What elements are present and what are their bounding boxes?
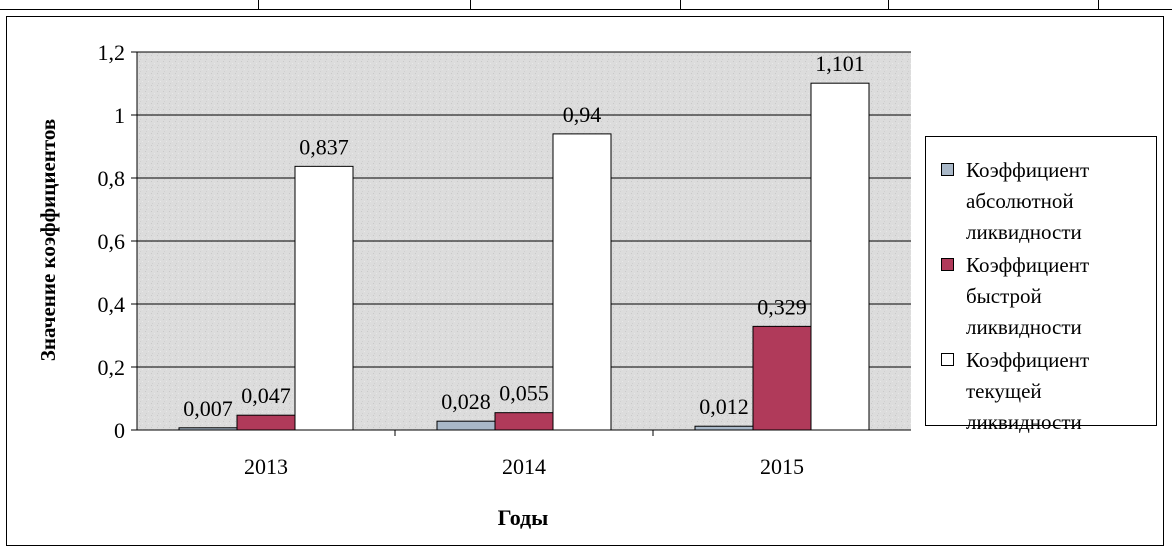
bar bbox=[694, 425, 754, 431]
table-divider bbox=[1098, 0, 1099, 10]
y-axis-title: Значение коэффициентов bbox=[36, 119, 60, 361]
data-label: 0,047 bbox=[241, 383, 291, 408]
data-label: 0,837 bbox=[299, 134, 349, 159]
bar bbox=[752, 325, 812, 431]
bar bbox=[236, 414, 296, 431]
y-tick-label: 0,2 bbox=[98, 355, 126, 380]
data-label: 0,028 bbox=[441, 389, 491, 414]
legend-swatch bbox=[941, 258, 954, 271]
legend-label: Коэффициент абсолютной ликвидности bbox=[966, 158, 1090, 244]
bar bbox=[552, 133, 612, 431]
axes: 0 0,2 0,4 0,6 0,8 1 1,2 2013 2014 2015 bbox=[98, 40, 911, 479]
bars bbox=[178, 82, 870, 431]
legend-swatch bbox=[941, 163, 954, 176]
bar bbox=[810, 82, 870, 431]
table-divider bbox=[470, 0, 471, 10]
table-border-top bbox=[0, 0, 1172, 10]
data-label: 0,007 bbox=[183, 396, 233, 421]
table-divider bbox=[258, 0, 259, 10]
bar bbox=[494, 412, 554, 431]
x-tick-label: 2013 bbox=[244, 454, 288, 479]
x-tick-label: 2014 bbox=[502, 454, 546, 479]
data-label: 1,101 bbox=[815, 51, 865, 76]
y-tick-label: 0,6 bbox=[98, 229, 126, 254]
legend-label: Коэффициент текущей ликвидности bbox=[966, 348, 1090, 434]
table-divider bbox=[888, 0, 889, 10]
data-label: 0,012 bbox=[699, 394, 749, 419]
data-label: 0,94 bbox=[563, 102, 602, 127]
y-tick-label: 0,4 bbox=[98, 292, 126, 317]
data-labels: 0,007 0,047 0,837 0,028 0,055 0,94 0,012 0,329 1… bbox=[183, 51, 865, 421]
legend-item: Коэффициент абсолютной ликвидности bbox=[941, 155, 1156, 248]
bar bbox=[178, 427, 238, 431]
table-divider bbox=[680, 0, 681, 10]
bar bbox=[294, 165, 354, 431]
legend-swatch bbox=[941, 353, 954, 366]
legend: Коэффициент абсолютной ликвидности Коэфф… bbox=[925, 136, 1157, 434]
y-tick-label: 0 bbox=[114, 418, 125, 443]
bar bbox=[436, 420, 496, 431]
legend-item: Коэффициент быстрой ликвидности bbox=[941, 250, 1156, 343]
data-label: 0,329 bbox=[757, 294, 807, 319]
y-tick-label: 0,8 bbox=[98, 166, 126, 191]
legend-label: Коэффициент быстрой ликвидности bbox=[966, 253, 1090, 339]
legend-item: Коэффициент текущей ликвидности bbox=[941, 345, 1156, 438]
y-tick-label: 1 bbox=[114, 103, 125, 128]
data-label: 0,055 bbox=[499, 381, 549, 406]
y-tick-label: 1,2 bbox=[98, 40, 126, 65]
x-tick-label: 2015 bbox=[760, 454, 804, 479]
x-axis-title: Годы bbox=[498, 505, 549, 530]
